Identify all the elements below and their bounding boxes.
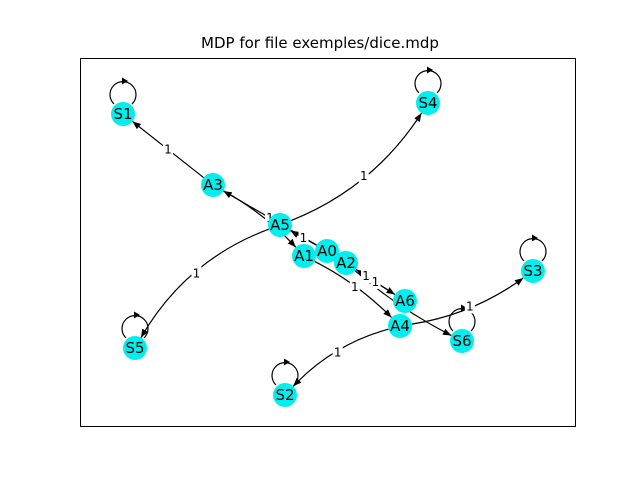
node-label: A3 <box>203 176 223 194</box>
node-S1: S1 <box>111 102 135 126</box>
node-label: S2 <box>275 386 294 404</box>
self-loop-arrowhead <box>532 234 538 242</box>
node-circle <box>521 259 545 283</box>
edge-label-A1-A4: 1 <box>351 280 359 294</box>
self-loop-arrowhead <box>461 304 467 312</box>
edge-label-bg <box>358 168 369 183</box>
edge-label-bg <box>349 280 360 295</box>
node-circle <box>393 289 417 313</box>
self-loop-S3 <box>519 238 547 262</box>
node-A5: A5 <box>268 213 292 237</box>
edge-label-bg <box>332 345 343 360</box>
node-circle <box>201 173 225 197</box>
edge-label-A5-S4: 1 <box>360 169 368 183</box>
edge-label-bg <box>163 142 173 157</box>
node-A4: A4 <box>388 314 412 338</box>
node-label: A5 <box>270 216 290 234</box>
node-label: A1 <box>294 247 314 265</box>
edge-A5-S4 <box>290 112 423 222</box>
self-loop-S2 <box>271 362 299 386</box>
node-A0: A0 <box>315 239 339 263</box>
node-label: S5 <box>125 339 144 357</box>
node-circle <box>416 91 440 115</box>
edge-label-bg <box>191 266 202 281</box>
edge-label-A0-A6: 1 <box>362 269 370 283</box>
node-label: A6 <box>395 292 415 310</box>
edge-label-A4-S3: 1 <box>466 299 474 313</box>
node-S3: S3 <box>521 259 545 283</box>
node-circle <box>123 336 147 360</box>
node-label: A4 <box>390 317 410 335</box>
node-S2: S2 <box>273 383 297 407</box>
edge-label-A0-A5: 1 <box>300 231 308 245</box>
edge-label-A0-A3: 1 <box>266 211 274 225</box>
node-circle <box>450 329 474 353</box>
plot-frame <box>80 58 576 427</box>
edge-A5-S5 <box>140 228 269 338</box>
node-label: S3 <box>523 262 542 280</box>
node-circle <box>388 314 412 338</box>
node-A1: A1 <box>292 244 316 268</box>
edge-label-A5-S5: 1 <box>193 266 201 280</box>
self-loop-arrowhead <box>284 358 290 366</box>
node-S5: S5 <box>123 336 147 360</box>
self-loop-arrowhead <box>427 66 433 74</box>
node-label: A2 <box>336 254 356 272</box>
node-A2: A2 <box>334 251 358 275</box>
node-circle <box>268 213 292 237</box>
edge-label-A6-A2: 1 <box>372 275 380 289</box>
node-label: S1 <box>113 105 132 123</box>
figure-title: MDP for file exemples/dice.mdp <box>201 34 439 52</box>
node-circle <box>315 239 339 263</box>
edge-label-bg <box>298 231 309 245</box>
edge-label-bg <box>464 299 475 314</box>
self-loop-arrowhead <box>122 77 128 85</box>
node-circle <box>334 251 358 275</box>
node-A6: A6 <box>393 289 417 313</box>
node-label: S4 <box>418 94 437 112</box>
self-loop-S4 <box>414 70 442 94</box>
edge-label-A3-S1: 1 <box>164 143 172 157</box>
edge-A3-A1 <box>223 190 297 248</box>
node-S4: S4 <box>416 91 440 115</box>
node-circle <box>111 102 135 126</box>
self-loop-arrowhead <box>134 311 140 319</box>
node-A3: A3 <box>201 173 225 197</box>
edge-label-bg <box>361 269 371 283</box>
node-label: S6 <box>452 332 471 350</box>
edge-label-bg <box>370 275 381 289</box>
node-circle <box>273 383 297 407</box>
node-S6: S6 <box>450 329 474 353</box>
self-loop-S5 <box>121 315 149 339</box>
edge-label-bg <box>265 211 275 225</box>
node-circle <box>292 244 316 268</box>
node-label: A0 <box>317 242 337 260</box>
self-loop-S1 <box>109 81 137 105</box>
edge-label-A4-S2: 1 <box>334 345 342 359</box>
